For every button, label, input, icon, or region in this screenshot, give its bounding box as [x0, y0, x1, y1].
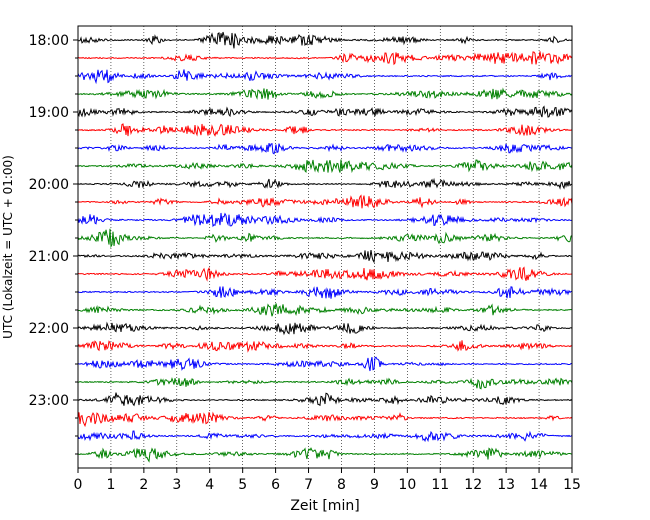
trace-3: [77, 87, 573, 100]
trace-22: [77, 430, 573, 443]
y-tick-label-20:00: 20:00: [29, 177, 69, 193]
x-tick-label-14: 14: [530, 477, 548, 493]
trace-10: [77, 212, 573, 228]
trace-1: [77, 51, 573, 66]
x-tick-label-7: 7: [304, 477, 313, 493]
y-tick-label-23:00: 23:00: [29, 393, 69, 409]
x-tick-label-1: 1: [106, 477, 115, 493]
trace-19: [77, 377, 573, 390]
trace-15: [77, 303, 573, 317]
y-axis-label: UTC (Lokalzeit = UTC + 01:00): [1, 155, 15, 339]
y-axis: 18:00 19:00 20:00 21:00 22:00 23:00: [29, 33, 78, 455]
plot-frame: [77, 25, 573, 469]
x-tick-label-12: 12: [464, 477, 482, 493]
x-tick-label-0: 0: [74, 477, 83, 493]
y-tick-label-19:00: 19:00: [29, 105, 69, 121]
trace-23: [77, 447, 573, 463]
x-tick-label-13: 13: [497, 477, 515, 493]
trace-20: [77, 392, 573, 407]
x-tick-label-9: 9: [370, 477, 379, 493]
x-tick-label-11: 11: [431, 477, 449, 493]
trace-8: [77, 177, 573, 190]
x-tick-label-3: 3: [172, 477, 181, 493]
trace-11: [77, 228, 573, 249]
x-tick-label-15: 15: [563, 477, 581, 493]
x-tick-label-8: 8: [337, 477, 346, 493]
x-tick-label-6: 6: [271, 477, 280, 493]
trace-4: [77, 105, 573, 118]
x-axis-label: Zeit [min]: [290, 498, 359, 514]
trace-7: [77, 159, 573, 174]
trace-12: [77, 249, 573, 264]
x-axis: 0 1 2 3 4 5 6 7 8 9 10 11 12 13 14 15: [74, 468, 581, 493]
y-tick-label-18:00: 18:00: [29, 33, 69, 49]
y-tick-label-22:00: 22:00: [29, 321, 69, 337]
trace-21: [77, 411, 573, 428]
trace-5: [77, 123, 573, 137]
trace-group: [77, 31, 573, 463]
x-tick-label-5: 5: [238, 477, 247, 493]
trace-14: [77, 286, 573, 299]
y-tick-label-21:00: 21:00: [29, 249, 69, 265]
trace-17: [77, 340, 573, 353]
trace-6: [77, 143, 573, 155]
x-tick-label-4: 4: [205, 477, 214, 493]
trace-2: [77, 69, 573, 85]
x-tick-label-2: 2: [139, 477, 148, 493]
trace-16: [77, 321, 573, 336]
trace-13: [77, 266, 573, 282]
trace-0: [77, 31, 573, 49]
trace-18: [77, 356, 573, 372]
x-tick-label-10: 10: [398, 477, 416, 493]
trace-9: [77, 194, 573, 209]
